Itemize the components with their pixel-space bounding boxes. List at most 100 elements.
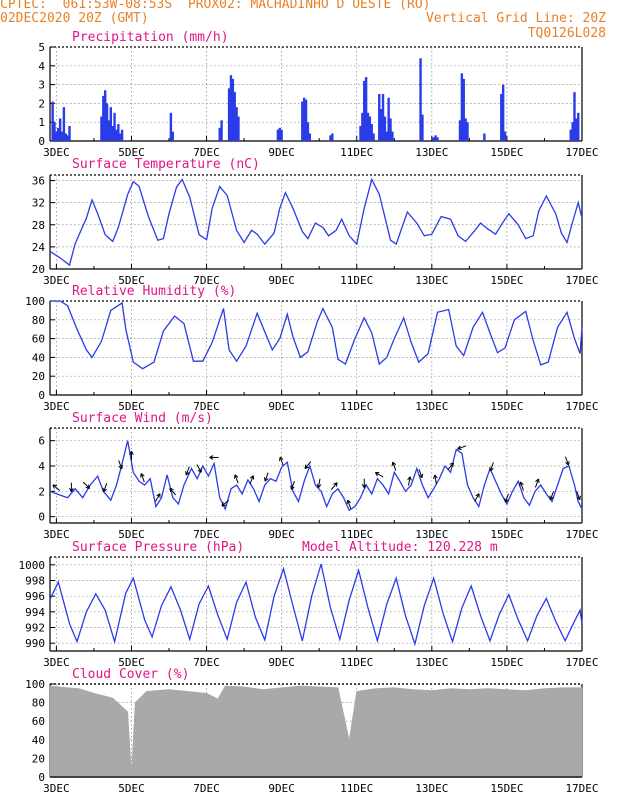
wind-vector-head-7-1 — [156, 493, 161, 497]
wind-vector-shaft-23 — [375, 472, 384, 478]
wind-vector-shaft-32 — [504, 493, 509, 503]
xlabel-wind-5: 13DEC — [415, 528, 448, 541]
wind-vector-3 — [102, 483, 108, 493]
wind-vector-shaft-36 — [564, 456, 569, 466]
xlabel-temp-5: 13DEC — [415, 274, 448, 287]
xlabel-precip-4: 11DEC — [340, 146, 373, 159]
precip-bar-74 — [573, 92, 576, 141]
ylabel-precip-1: 1 — [38, 116, 45, 129]
cloud-area — [49, 685, 583, 778]
precip-bar-70 — [501, 84, 505, 141]
precip-bar-4 — [58, 118, 62, 141]
wind-vector-shaft-33 — [519, 481, 524, 491]
wind-vector-head-25-0 — [409, 476, 412, 481]
ylabel-cloud-5: 100 — [25, 678, 45, 691]
wind-vector-31 — [489, 462, 494, 472]
wind-vector-17 — [290, 480, 295, 490]
wind-vector-head-4-1 — [121, 464, 123, 469]
precip-bar-8 — [66, 135, 69, 141]
wind-vector-head-5-0 — [131, 451, 134, 456]
xlabel-pres-5: 13DEC — [415, 656, 448, 669]
wind-vector-head-34-0 — [537, 478, 540, 484]
precip-bar-25 — [220, 120, 223, 141]
wind-vector-head-36-0 — [565, 462, 569, 466]
wind-vector-head-36-1 — [568, 461, 570, 466]
wind-vector-16 — [279, 456, 284, 466]
wind-vector-head-37-0 — [576, 496, 581, 501]
precip-bar-22 — [169, 112, 173, 141]
ylabel-wind-3: 6 — [38, 435, 45, 448]
wind-vector-head-8-1 — [169, 488, 172, 493]
precip-bar-27 — [229, 75, 233, 141]
wind-vector-head-13-0 — [234, 474, 239, 478]
wind-vector-28 — [447, 462, 454, 471]
wind-vector-36 — [564, 456, 570, 466]
wind-vector-head-19-1 — [318, 484, 322, 488]
xlabel-precip-7: 17DEC — [565, 146, 598, 159]
wind-vector-head-20-1 — [333, 482, 338, 485]
ylabel-temp-0: 20 — [32, 263, 45, 276]
wind-vector-head-15-1 — [264, 478, 269, 482]
wind-vector-head-4-0 — [118, 465, 123, 470]
ylabel-pres-0: 990 — [25, 637, 45, 650]
precip-bar-42 — [359, 125, 362, 141]
wind-vector-shaft-26 — [418, 469, 423, 478]
precip-bar-72 — [569, 129, 572, 141]
ylabel-pres-1: 992 — [25, 622, 45, 635]
wind-vector-head-8-0 — [169, 487, 174, 491]
ylabel-temp-2: 28 — [32, 219, 45, 232]
wind-vector-shaft-34 — [534, 478, 539, 488]
wind-vector-shaft-28 — [447, 462, 454, 471]
wind-vector-head-21-1 — [346, 500, 349, 505]
wind-vector-head-25-1 — [407, 476, 411, 481]
wind-vector-head-11-1 — [209, 457, 214, 460]
xlabel-wind-6: 15DEC — [490, 528, 523, 541]
xlabel-cloud-1: 5DEC — [118, 782, 145, 795]
wind-vector-18 — [304, 461, 312, 469]
xlabel-temp-1: 5DEC — [118, 274, 145, 287]
xlabel-precip-5: 13DEC — [415, 146, 448, 159]
wind-vector-shaft-16 — [279, 456, 284, 466]
header-model-code: TQ0126L028 — [527, 26, 606, 41]
header-grid-line-label: Vertical Grid Line: 20Z — [425, 11, 606, 26]
wind-vector-head-10-0 — [197, 469, 202, 473]
ylabel-precip-2: 2 — [38, 97, 45, 110]
wind-vector-15 — [263, 472, 269, 482]
wind-vector-head-0-1 — [52, 484, 55, 489]
wind-vector-8 — [169, 487, 177, 496]
ylabel-cloud-0: 0 — [38, 771, 45, 784]
title-temp: Surface Temperature (nC) — [72, 157, 260, 172]
series-line-pres — [49, 563, 583, 647]
ylabel-rh-1: 20 — [32, 370, 45, 383]
wind-vector-32 — [504, 493, 509, 503]
wind-vector-head-3-1 — [103, 488, 107, 493]
precip-bar-65 — [462, 78, 465, 141]
wind-vector-head-27-1 — [433, 474, 436, 479]
ylabel-precip-5: 5 — [38, 41, 45, 54]
xlabel-wind-0: 3DEC — [43, 528, 70, 541]
wind-vector-head-1-0 — [69, 487, 72, 492]
precip-bar-31 — [237, 116, 240, 141]
ylabel-cloud-2: 40 — [32, 734, 45, 747]
precip-bar-20 — [119, 133, 122, 141]
xlabel-cloud-0: 3DEC — [43, 782, 70, 795]
ylabel-rh-2: 40 — [32, 351, 45, 364]
precip-bar-62 — [436, 137, 439, 141]
precip-bar-24 — [218, 127, 221, 141]
wind-vector-head-24-0 — [392, 461, 397, 466]
xlabel-rh-5: 13DEC — [415, 400, 448, 413]
precip-bar-18 — [115, 129, 118, 141]
precip-bar-53 — [383, 116, 387, 141]
wind-vector-head-6-0 — [140, 473, 145, 477]
wind-vector-29 — [457, 445, 467, 450]
wind-vector-head-12-0 — [221, 502, 224, 507]
wind-vector-head-26-1 — [421, 473, 424, 478]
wind-vector-2 — [82, 481, 91, 489]
wind-vector-shaft-30 — [474, 493, 480, 502]
wind-vector-0 — [52, 484, 61, 492]
wind-vector-head-31-0 — [489, 466, 491, 472]
wind-vector-24 — [391, 461, 397, 471]
precip-bar-69 — [500, 94, 503, 141]
precip-bar-35 — [301, 101, 304, 141]
wind-vector-head-16-1 — [279, 456, 281, 462]
